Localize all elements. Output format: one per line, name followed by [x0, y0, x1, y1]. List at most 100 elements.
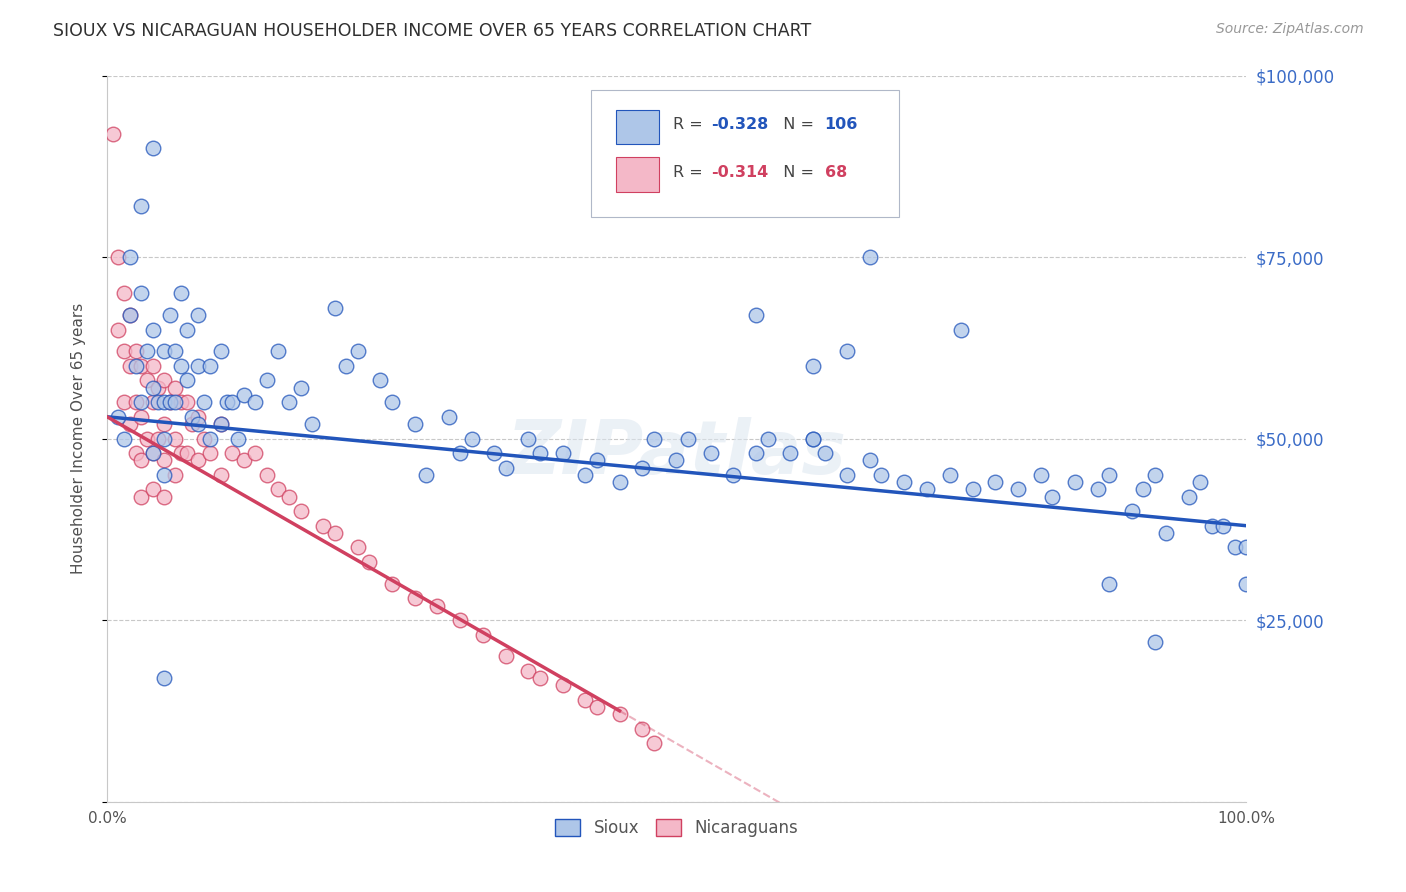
Point: [1234, 541, 1257, 555]
Point: [129, 286, 152, 301]
Point: [129, 490, 152, 504]
Point: [124, 446, 146, 460]
Point: [1234, 576, 1257, 591]
Point: [112, 344, 135, 359]
Point: [893, 475, 915, 489]
Point: [176, 374, 198, 388]
Point: [181, 417, 204, 431]
Point: [267, 483, 290, 497]
Point: [495, 460, 517, 475]
Point: [243, 446, 266, 460]
Point: [198, 432, 221, 446]
Point: [153, 417, 176, 431]
Point: [232, 388, 254, 402]
Point: [129, 199, 152, 213]
Point: [323, 525, 346, 540]
Point: [837, 344, 859, 359]
Point: [118, 417, 141, 431]
Point: [1064, 475, 1087, 489]
Point: [801, 359, 824, 373]
Point: [215, 395, 238, 409]
Point: [915, 483, 938, 497]
Point: [631, 460, 654, 475]
Point: [142, 381, 165, 395]
Point: [198, 359, 221, 373]
Point: [165, 381, 187, 395]
Point: [153, 671, 176, 685]
Point: [381, 576, 404, 591]
Point: [142, 446, 165, 460]
Point: [129, 395, 152, 409]
Text: ZIPatlas: ZIPatlas: [506, 417, 846, 490]
Point: [129, 409, 152, 424]
Point: [142, 395, 165, 409]
Point: [142, 323, 165, 337]
Point: [1201, 518, 1223, 533]
Point: [939, 467, 962, 482]
Point: [471, 627, 494, 641]
Point: [1029, 467, 1052, 482]
Point: [290, 381, 312, 395]
Point: [381, 395, 404, 409]
Point: [676, 432, 699, 446]
Point: [437, 409, 460, 424]
Point: [165, 395, 187, 409]
Point: [699, 446, 721, 460]
Point: [1178, 490, 1201, 504]
Point: [148, 381, 170, 395]
Point: [517, 432, 540, 446]
Point: [404, 417, 426, 431]
Point: [148, 395, 170, 409]
Point: [1098, 467, 1121, 482]
Point: [801, 432, 824, 446]
Point: [1154, 525, 1177, 540]
Point: [118, 359, 141, 373]
Point: [142, 446, 165, 460]
Point: [404, 591, 426, 606]
Point: [859, 453, 882, 467]
Point: [551, 678, 574, 692]
Point: [209, 344, 232, 359]
Point: [107, 250, 129, 264]
Point: [107, 323, 129, 337]
Point: [1223, 541, 1246, 555]
Point: [193, 395, 215, 409]
Point: [124, 344, 146, 359]
Point: [187, 409, 209, 424]
FancyBboxPatch shape: [591, 90, 898, 217]
Point: [801, 432, 824, 446]
Point: [232, 453, 254, 467]
Point: [136, 344, 159, 359]
Point: [124, 359, 146, 373]
Point: [278, 490, 301, 504]
Point: [484, 446, 506, 460]
Point: [136, 432, 159, 446]
Point: [165, 344, 187, 359]
Point: [643, 432, 665, 446]
Point: [112, 286, 135, 301]
Text: R =: R =: [673, 118, 709, 132]
Point: [1098, 576, 1121, 591]
Point: [609, 475, 631, 489]
Point: [551, 446, 574, 460]
Point: [346, 541, 368, 555]
Point: [529, 671, 551, 685]
Point: [142, 141, 165, 155]
Point: [209, 417, 232, 431]
FancyBboxPatch shape: [616, 110, 659, 145]
Point: [585, 453, 607, 467]
Point: [745, 446, 768, 460]
Point: [609, 707, 631, 722]
Point: [170, 286, 193, 301]
Point: [136, 374, 159, 388]
Point: [187, 417, 209, 431]
Point: [574, 467, 596, 482]
Point: [984, 475, 1007, 489]
Point: [153, 490, 176, 504]
Point: [723, 467, 745, 482]
Point: [181, 409, 204, 424]
Point: [529, 446, 551, 460]
Point: [159, 308, 181, 322]
Point: [193, 432, 215, 446]
Point: [256, 467, 278, 482]
